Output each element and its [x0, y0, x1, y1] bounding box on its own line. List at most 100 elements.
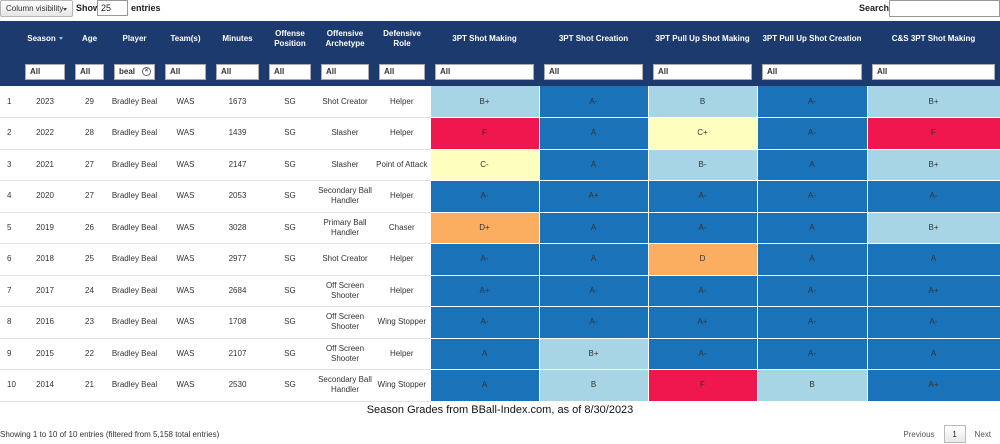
grade-cell: A-	[756, 117, 868, 150]
cell-position: SG	[264, 338, 316, 370]
cell-minutes: 2107	[211, 338, 264, 370]
table-row: 10 2014 21 Bradley Beal WAS 2530 SG Secondary B…	[0, 369, 1000, 402]
cell-minutes: 1708	[211, 306, 264, 339]
column-header-label: 3PT Shot Making	[452, 34, 517, 43]
column-header-age[interactable]: Age	[70, 21, 109, 57]
cell-age: 26	[70, 212, 109, 244]
column-visibility-button[interactable]: Column visibility	[0, 0, 73, 17]
cell-team: WAS	[160, 275, 211, 307]
grade-cell: A	[538, 149, 649, 181]
cell-position: SG	[264, 369, 316, 402]
filter-value: All	[658, 66, 669, 76]
filter-value: All	[326, 66, 337, 76]
cell-role: Point of Attack	[374, 149, 430, 181]
grade-cell: A-	[756, 180, 868, 213]
column-header-g1[interactable]: 3PT Shot Making	[430, 21, 539, 57]
next-page-button[interactable]: Next	[974, 429, 991, 439]
column-header-label: 3PT Shot Creation	[558, 34, 629, 43]
clear-filter-icon[interactable]: ×	[142, 66, 151, 76]
cell-season: 2021	[20, 149, 70, 181]
grade-cell: D+	[429, 212, 540, 244]
column-header-position[interactable]: Offense Position	[264, 21, 316, 57]
cell-player: Bradley Beal	[109, 117, 160, 150]
column-header-label: Age	[81, 34, 98, 43]
cell-minutes: 1439	[211, 117, 264, 150]
cell-minutes: 2684	[211, 275, 264, 307]
filter-input-g3[interactable]: All	[653, 63, 752, 80]
cell-season: 2019	[20, 212, 70, 244]
cell-idx: 6	[0, 243, 20, 276]
filter-input-g2[interactable]: All	[544, 63, 643, 80]
table-row: 1 2023 29 Bradley Beal WAS 1673 SG Shot Creator…	[0, 86, 1000, 118]
grade-cell: B	[538, 369, 649, 402]
filter-cell: All	[20, 57, 70, 86]
cell-position: SG	[264, 149, 316, 181]
filter-input-season[interactable]: All	[25, 63, 65, 80]
grade-cell: D	[647, 243, 758, 276]
cell-idx: 8	[0, 306, 20, 339]
cell-minutes: 1673	[211, 86, 264, 118]
cell-position: SG	[264, 275, 316, 307]
filter-value: All	[80, 66, 91, 76]
cell-idx: 4	[0, 180, 20, 213]
grade-cell: A	[538, 212, 649, 244]
grade-cell: A-	[647, 338, 758, 370]
column-header-player[interactable]: Player	[109, 21, 160, 57]
filter-cell: All	[70, 57, 109, 86]
filter-cell: All	[160, 57, 211, 86]
cell-age: 29	[70, 86, 109, 118]
filter-input-g1[interactable]: All	[435, 63, 534, 80]
column-header-g2[interactable]: 3PT Shot Creation	[539, 21, 648, 57]
filter-input-player[interactable]: beal ×	[114, 63, 155, 80]
grade-cell: F	[647, 369, 758, 402]
filter-input-position[interactable]: All	[269, 63, 311, 80]
grade-cell: A-	[756, 338, 868, 370]
page-1-button[interactable]: 1	[943, 425, 966, 443]
filter-value: All	[30, 66, 41, 76]
column-header-label: Offense Position	[274, 29, 306, 48]
grade-cell: A	[866, 243, 1000, 276]
grade-cell: A	[538, 117, 649, 150]
filter-input-role[interactable]: All	[379, 63, 425, 80]
grade-cell: A	[538, 243, 649, 276]
grade-cell: B	[647, 86, 758, 118]
column-header-g5[interactable]: C&S 3PT Shot Making	[867, 21, 1000, 57]
cell-idx: 5	[0, 212, 20, 244]
cell-season: 2023	[20, 86, 70, 118]
column-header-g4[interactable]: 3PT Pull Up Shot Creation	[757, 21, 867, 57]
cell-role: Helper	[374, 86, 430, 118]
cell-position: SG	[264, 243, 316, 276]
column-header-season[interactable]: Season	[20, 21, 70, 57]
grade-cell: F	[429, 117, 540, 150]
filter-input-archetype[interactable]: All	[321, 63, 369, 80]
column-header-label: Player	[122, 34, 147, 43]
entries-per-page-input[interactable]	[97, 0, 128, 16]
search-input[interactable]	[889, 0, 1000, 17]
filter-input-g4[interactable]: All	[762, 63, 862, 80]
cell-team: WAS	[160, 338, 211, 370]
cell-idx: 1	[0, 86, 20, 118]
column-header-team[interactable]: Team(s)	[160, 21, 211, 57]
cell-player: Bradley Beal	[109, 86, 160, 118]
cell-player: Bradley Beal	[109, 369, 160, 402]
column-header-label: C&S 3PT Shot Making	[891, 34, 976, 43]
grade-cell: B-	[647, 149, 758, 181]
filter-input-minutes[interactable]: All	[216, 63, 259, 80]
column-header-g3[interactable]: 3PT Pull Up Shot Making	[648, 21, 757, 57]
cell-idx: 2	[0, 117, 20, 150]
filter-input-age[interactable]: All	[75, 63, 104, 80]
cell-team: WAS	[160, 149, 211, 181]
previous-page-button[interactable]: Previous	[903, 429, 935, 439]
cell-team: WAS	[160, 86, 211, 118]
column-header-archetype[interactable]: Offensive Archetype	[316, 21, 374, 57]
filter-input-g5[interactable]: All	[872, 63, 995, 80]
filter-input-team[interactable]: All	[165, 63, 206, 80]
column-header-minutes[interactable]: Minutes	[211, 21, 264, 57]
column-header-role[interactable]: Defensive Role	[374, 21, 430, 57]
cell-position: SG	[264, 117, 316, 150]
filter-value: beal	[119, 66, 136, 76]
search-label: Search:	[859, 3, 893, 13]
filter-value: All	[384, 66, 395, 76]
cell-archetype: Primary Ball Handler	[316, 212, 374, 244]
grade-cell: A+	[647, 306, 758, 339]
